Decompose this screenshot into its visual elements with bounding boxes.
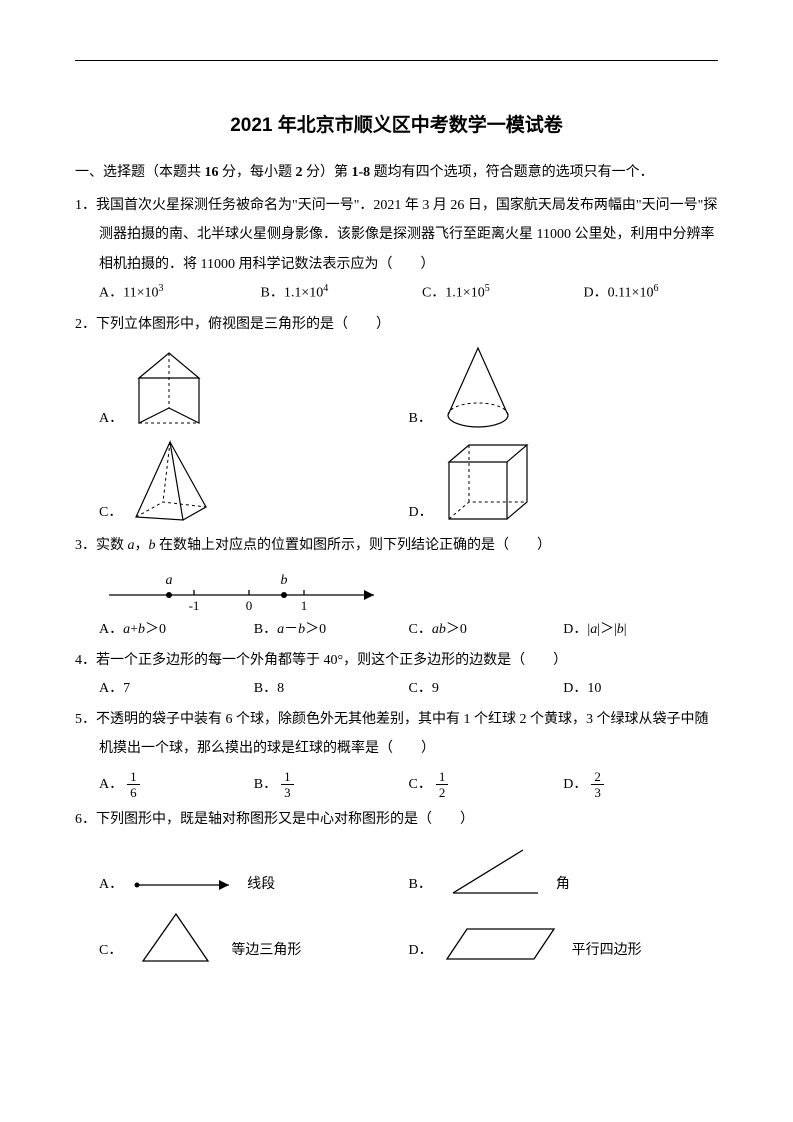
q1-option-b: B．1.1×104: [260, 279, 421, 308]
equilateral-triangle-icon: [128, 906, 223, 966]
parallelogram-icon: [439, 921, 564, 966]
svg-text:a: a: [166, 573, 173, 588]
q3-text: 3．实数 a，b 在数轴上对应点的位置如图所示，则下列结论正确的是（ ）: [75, 531, 718, 560]
q6-fig-b: B． 角: [409, 845, 719, 900]
q2-label-d: D．: [409, 498, 433, 527]
q3-options: A．a+b＞0 B．a－b＞0 C．ab＞0 D．|a|＞|b|: [75, 616, 718, 644]
q1-options: A．11×103 B．1.1×104 C．1.1×105 D．0.11×106: [75, 279, 718, 308]
q1-text: 1．我国首次火星探测任务被命名为"天问一号"．2021 年 3 月 26 日，国…: [75, 191, 718, 279]
points-each: 2: [296, 165, 303, 180]
question-3: 3．实数 a，b 在数轴上对应点的位置如图所示，则下列结论正确的是（ ） a b…: [75, 531, 718, 643]
q4-option-a: A．7: [99, 675, 254, 703]
q6-label-b: B．: [409, 870, 432, 899]
q5-option-b: B．13: [254, 770, 409, 799]
q4-option-c: C．9: [409, 675, 564, 703]
question-4: 4．若一个正多边形的每一个外角都等于 40°，则这个正多边形的边数是（ ） A．…: [75, 646, 718, 703]
fraction-icon: 12: [436, 770, 449, 799]
question-range: 1-8: [352, 165, 371, 180]
svg-text:0: 0: [246, 598, 253, 612]
q3-number-line: a b -1 0 1: [75, 567, 718, 612]
q2-label-c: C．: [99, 498, 122, 527]
q3-option-c: C．ab＞0: [409, 616, 564, 644]
question-6: 6．下列图形中，既是轴对称图形又是中心对称图形的是（ ） A． 线段 B． 角: [75, 805, 718, 965]
q6-name-d: 平行四边形: [572, 936, 642, 965]
section-prefix: 一、选择题（本题共: [75, 165, 205, 180]
q2-text: 2．下列立体图形中，俯视图是三角形的是（ ）: [75, 310, 718, 339]
q2-fig-c: C．: [99, 437, 409, 527]
q2-fig-d: D．: [409, 437, 719, 527]
exam-title: 2021 年北京市顺义区中考数学一模试卷: [75, 110, 718, 137]
q2-row1: A． B．: [75, 343, 718, 433]
section-mid2: 分）第: [303, 165, 352, 180]
square-pyramid-icon: [128, 437, 213, 527]
q6-fig-c: C． 等边三角形: [99, 906, 409, 966]
section-suffix: 题均有四个选项，符合题意的选项只有一个．: [370, 165, 654, 180]
fraction-icon: 23: [591, 770, 604, 799]
q5-option-a: A．16: [99, 770, 254, 799]
q6-fig-a: A． 线段: [99, 870, 409, 900]
q6-row2: C． 等边三角形 D． 平行四边形: [75, 906, 718, 966]
q5-option-d: D．23: [563, 770, 718, 799]
q3-option-b: B．a－b＞0: [254, 616, 409, 644]
q6-text: 6．下列图形中，既是轴对称图形又是中心对称图形的是（ ）: [75, 805, 718, 834]
q3-option-a: A．a+b＞0: [99, 616, 254, 644]
line-segment-icon: [129, 870, 239, 900]
q5-option-c: C．12: [409, 770, 564, 799]
section-header: 一、选择题（本题共 16 分，每小题 2 分）第 1-8 题均有四个选项，符合题…: [75, 159, 718, 187]
section-mid1: 分，每小题: [219, 165, 296, 180]
svg-text:-1: -1: [189, 598, 200, 612]
number-line-icon: a b -1 0 1: [99, 567, 389, 612]
q4-option-b: B．8: [254, 675, 409, 703]
q6-name-c: 等边三角形: [231, 936, 301, 965]
q2-label-b: B．: [409, 404, 432, 433]
q6-label-c: C．: [99, 936, 122, 965]
svg-text:b: b: [281, 573, 288, 588]
q2-label-a: A．: [99, 404, 123, 433]
q3-option-d: D．|a|＞|b|: [563, 616, 718, 644]
q4-text: 4．若一个正多边形的每一个外角都等于 40°，则这个正多边形的边数是（ ）: [75, 646, 718, 675]
q6-label-d: D．: [409, 936, 433, 965]
q1-option-a: A．11×103: [99, 279, 260, 308]
q4-options: A．7 B．8 C．9 D．10: [75, 675, 718, 703]
q6-row1: A． 线段 B． 角: [75, 845, 718, 900]
q6-name-a: 线段: [247, 870, 275, 899]
q5-options: A．16 B．13 C．12 D．23: [75, 770, 718, 799]
question-2: 2．下列立体图形中，俯视图是三角形的是（ ） A． B． C．: [75, 310, 718, 527]
q4-option-d: D．10: [563, 675, 718, 703]
question-5: 5．不透明的袋子中装有 6 个球，除颜色外无其他差别，其中有 1 个红球 2 个…: [75, 705, 718, 799]
page-top-rule: [75, 60, 718, 61]
q6-label-a: A．: [99, 870, 123, 899]
fraction-icon: 13: [281, 770, 294, 799]
points-total: 16: [205, 165, 219, 180]
q5-text: 5．不透明的袋子中装有 6 个球，除颜色外无其他差别，其中有 1 个红球 2 个…: [75, 705, 718, 764]
angle-icon: [438, 845, 548, 900]
q6-fig-d: D． 平行四边形: [409, 921, 719, 966]
triangular-prism-icon: [129, 348, 209, 433]
q2-fig-b: B．: [409, 343, 719, 433]
svg-text:1: 1: [301, 598, 308, 612]
q2-fig-a: A．: [99, 348, 409, 433]
question-1: 1．我国首次火星探测任务被命名为"天问一号"．2021 年 3 月 26 日，国…: [75, 191, 718, 308]
fraction-icon: 16: [127, 770, 140, 799]
q2-row2: C． D．: [75, 437, 718, 527]
cube-icon: [439, 437, 534, 527]
cone-icon: [438, 343, 518, 433]
q1-option-c: C．1.1×105: [422, 279, 583, 308]
q1-option-d: D．0.11×106: [583, 279, 718, 308]
q6-name-b: 角: [556, 870, 570, 899]
